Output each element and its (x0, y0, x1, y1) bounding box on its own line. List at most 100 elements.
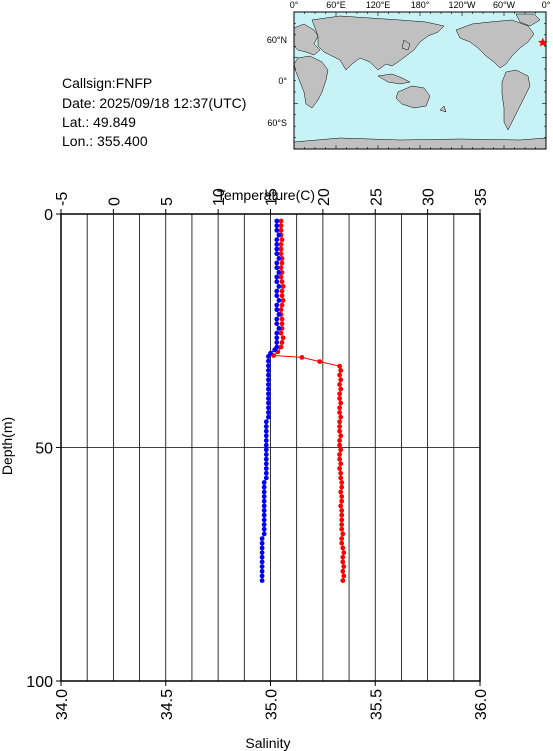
map-lon-label: 0° (542, 0, 551, 10)
temperature-point (340, 545, 346, 551)
temperature-tick-label: 30 (421, 188, 438, 206)
salinity-point (274, 302, 280, 308)
salinity-tick-label: 35.0 (264, 689, 281, 720)
temperature-tick-labels: -5 0 5 10 15 20 25 30 35 (54, 188, 490, 206)
temperature-axis-label: Temperature(C) (217, 187, 315, 203)
temperature-point (278, 242, 284, 247)
salinity-point (266, 354, 271, 359)
salinity-point (263, 438, 269, 443)
temperature-point (337, 419, 342, 425)
salinity-point (259, 540, 265, 546)
salinity-point (274, 218, 280, 224)
temperature-point (341, 573, 347, 579)
salinity-point (274, 335, 280, 341)
temperature-point (280, 335, 286, 341)
temperature-point (337, 410, 342, 415)
salinity-point (274, 316, 280, 322)
depth-tick-labels: 0 50 100 (26, 207, 53, 691)
temperature-point (338, 400, 344, 406)
temperature-point (338, 475, 344, 481)
salinity-point (274, 307, 280, 313)
temperature-point (337, 396, 342, 401)
station-marker-icon (538, 37, 548, 47)
salinity-point (274, 227, 280, 233)
salinity-point (266, 391, 271, 397)
salinity-point (259, 545, 265, 551)
temperature-point (337, 391, 342, 397)
map-lon-label: 60°E (326, 0, 346, 10)
salinity-point (259, 559, 265, 565)
salinity-point (274, 293, 280, 299)
temperature-point (279, 302, 285, 308)
latitude-text: Lat.: 49.849 (62, 114, 136, 130)
map-lat-label: 0° (278, 76, 287, 86)
temperature-point (279, 279, 285, 285)
temperature-point (338, 377, 344, 383)
salinity-point (274, 251, 280, 257)
salinity-point (274, 260, 280, 266)
temperature-tick-label: 5 (159, 197, 176, 206)
salinity-point (259, 578, 265, 583)
salinity-point (261, 484, 267, 490)
temperature-tick-label: 25 (368, 188, 385, 206)
salinity-point (263, 419, 269, 425)
salinity-point (263, 475, 269, 481)
salinity-point (274, 246, 280, 252)
temperature-point (279, 260, 285, 266)
temperature-point (279, 288, 285, 294)
salinity-point (266, 410, 271, 415)
map-land (293, 13, 547, 150)
temperature-point (338, 503, 344, 509)
salinity-point (274, 340, 280, 345)
salinity-point (261, 522, 267, 527)
temperature-point (337, 456, 342, 462)
temperature-point (337, 452, 342, 457)
temperature-point (338, 489, 344, 495)
salinity-point (263, 452, 269, 457)
depth-tick-label: 0 (44, 207, 53, 224)
temperature-point (278, 265, 284, 271)
salinity-point (274, 274, 280, 280)
temperature-point (337, 372, 342, 378)
map-lon-label: 60°W (493, 0, 516, 10)
salinity-point (263, 461, 269, 467)
temperature-point (338, 447, 344, 453)
temperature-point (339, 536, 345, 541)
salinity-point (259, 564, 265, 569)
temperature-point (340, 559, 346, 565)
salinity-point (263, 433, 269, 439)
profile-series (259, 218, 347, 583)
temperature-point (337, 424, 342, 429)
temperature-point (341, 564, 347, 569)
salinity-point (263, 456, 269, 462)
salinity-point (276, 284, 282, 289)
salinity-series (259, 218, 282, 583)
temperature-point (338, 461, 344, 467)
salinity-point (263, 442, 269, 448)
map-lon-label: 180° (411, 0, 430, 10)
salinity-point (266, 414, 271, 420)
map-lon-label: 0° (290, 0, 299, 10)
salinity-point (266, 400, 271, 406)
salinity-point (276, 256, 282, 261)
temperature-point (337, 363, 342, 369)
temperature-point (278, 307, 284, 313)
salinity-point (276, 270, 282, 275)
salinity-point (261, 526, 267, 532)
station-info: Callsign:FNFP Date: 2025/09/18 12:37(UTC… (62, 75, 246, 149)
temperature-point (340, 531, 346, 537)
salinity-point (259, 550, 265, 555)
temperature-point (340, 578, 346, 583)
temperature-point (339, 517, 345, 523)
temperature-tick-label: 10 (211, 188, 228, 206)
temperature-point (279, 340, 285, 345)
salinity-point (261, 480, 267, 485)
salinity-point (276, 326, 282, 331)
temperature-tick-label: 35 (473, 188, 490, 206)
temperature-tick-label: 20 (316, 188, 333, 206)
temperature-point (338, 386, 344, 392)
salinity-point (261, 489, 267, 495)
temperature-point (338, 470, 344, 476)
temperature-point (279, 293, 285, 299)
profile-chart: -5 0 5 10 15 20 25 30 35 34.0 34.5 35.0 35.5 36.0 05… (0, 187, 490, 751)
